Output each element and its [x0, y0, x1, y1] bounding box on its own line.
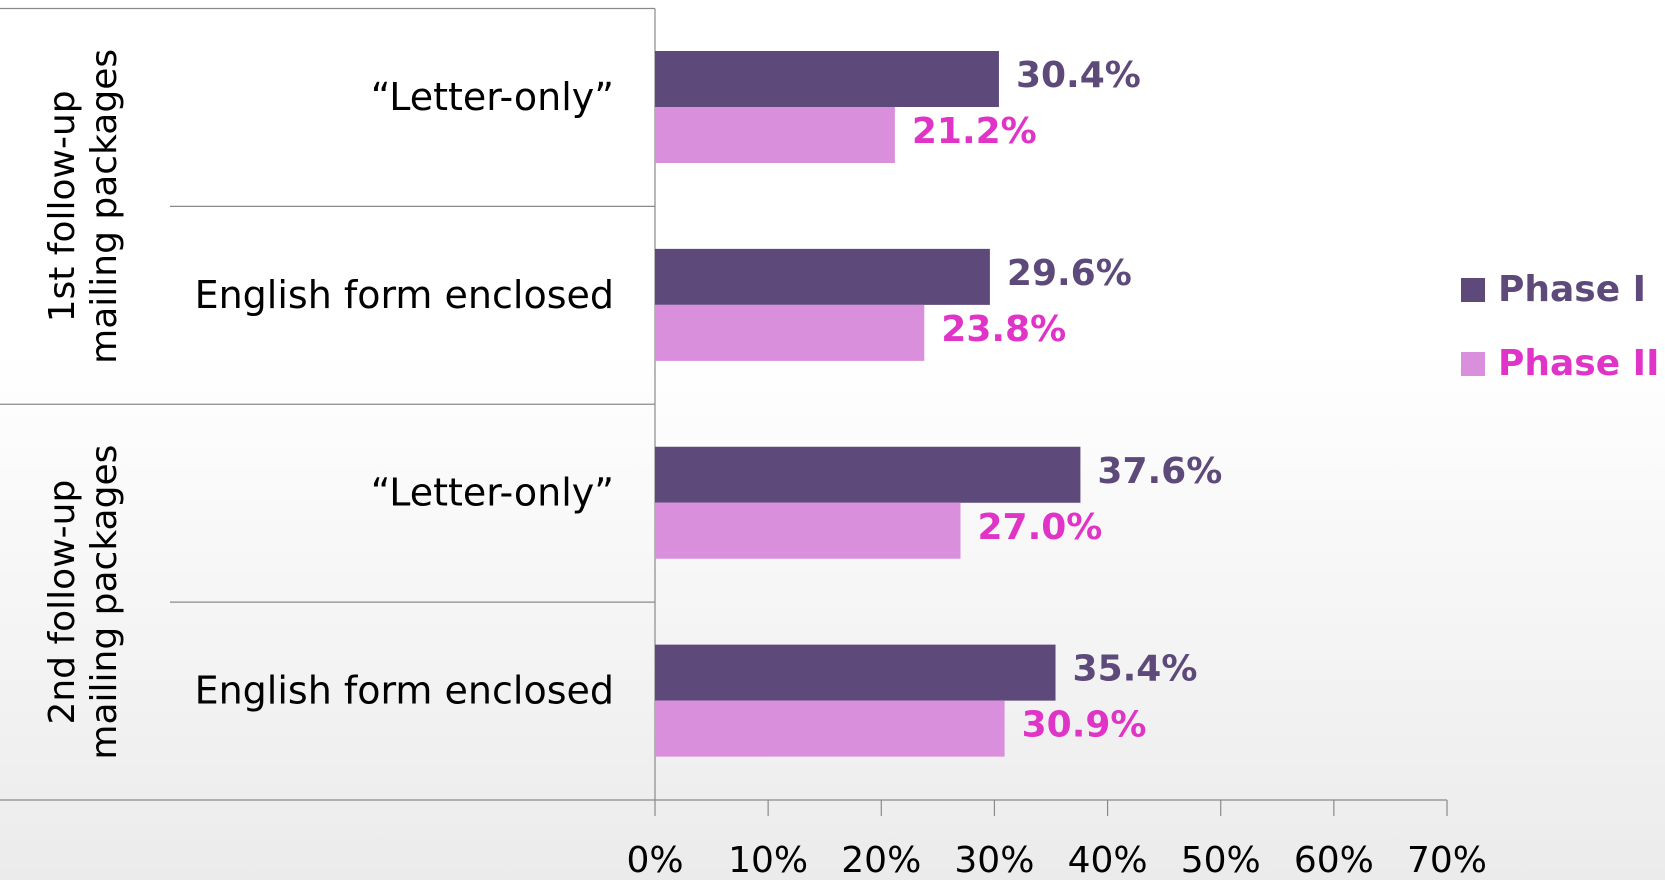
bar — [655, 700, 1005, 757]
x-tick-label: 50% — [1181, 840, 1261, 880]
category-label: “Letter-only” — [371, 75, 614, 119]
x-tick-label: 30% — [954, 840, 1034, 880]
data-label: 21.2% — [912, 111, 1037, 152]
legend-label: Phase I — [1498, 269, 1646, 310]
data-label: 30.9% — [1022, 705, 1147, 746]
x-tick-label: 40% — [1068, 840, 1148, 880]
bar — [655, 446, 1081, 503]
group-label: 2nd follow-up — [42, 480, 83, 725]
x-tick-label: 0% — [626, 840, 683, 880]
legend-swatch — [1461, 278, 1485, 302]
group-label: mailing packages — [84, 49, 125, 364]
bar — [655, 502, 961, 559]
category-label: English form enclosed — [195, 669, 614, 713]
x-tick-label: 60% — [1294, 840, 1374, 880]
legend-swatch — [1461, 352, 1485, 376]
x-tick-label: 20% — [841, 840, 921, 880]
category-label: “Letter-only” — [371, 471, 614, 515]
bar — [655, 304, 925, 361]
data-label: 23.8% — [941, 309, 1066, 350]
group-label: mailing packages — [84, 445, 125, 760]
data-label: 29.6% — [1007, 253, 1132, 294]
data-label: 27.0% — [977, 507, 1102, 548]
bar — [655, 51, 999, 107]
bar — [655, 248, 990, 305]
legend-label: Phase II — [1498, 343, 1659, 384]
group-label: 1st follow-up — [42, 90, 83, 322]
bar — [655, 644, 1056, 701]
data-label: 37.6% — [1097, 451, 1222, 492]
data-label: 35.4% — [1073, 649, 1198, 690]
data-label: 30.4% — [1016, 55, 1141, 96]
category-label: English form enclosed — [195, 273, 614, 317]
x-tick-label: 70% — [1407, 840, 1487, 880]
x-tick-label: 10% — [728, 840, 808, 880]
bar — [655, 107, 895, 163]
